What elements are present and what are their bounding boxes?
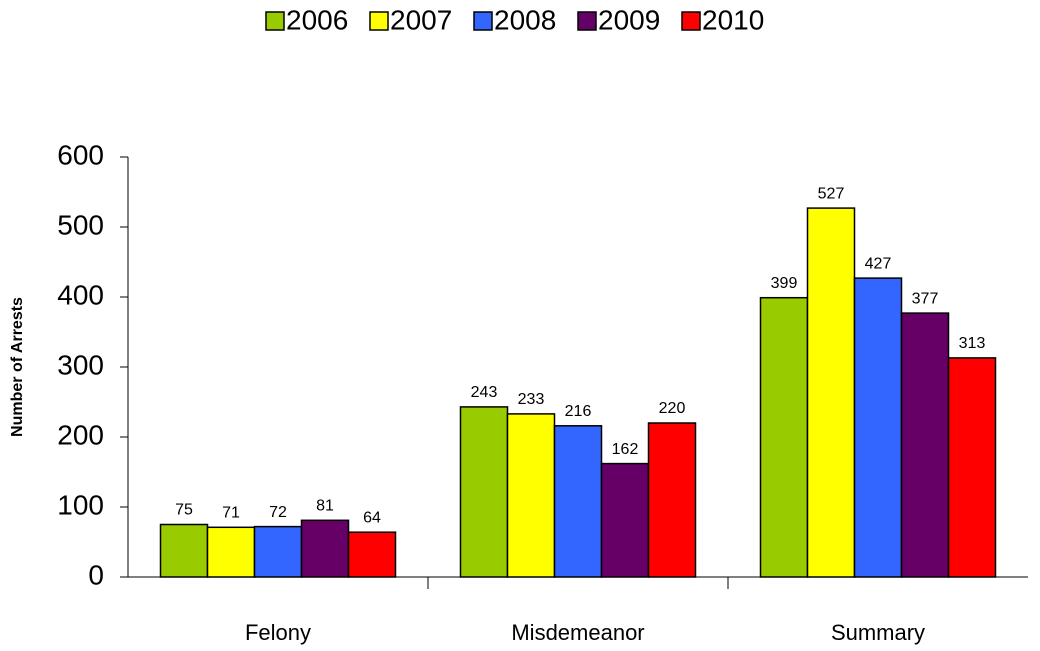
legend-swatch	[265, 11, 285, 31]
x-tick-label: Misdemeanor	[511, 620, 644, 645]
value-label: 377	[912, 290, 939, 307]
legend-swatch	[369, 11, 389, 31]
value-label: 162	[612, 441, 639, 458]
value-label: 72	[269, 504, 287, 521]
bar	[947, 357, 997, 578]
x-tick-label: Felony	[245, 620, 311, 645]
bar	[459, 406, 509, 578]
bar	[806, 207, 856, 578]
value-label: 233	[518, 391, 545, 408]
bar	[553, 425, 603, 578]
y-tick-label: 600	[57, 139, 104, 170]
value-label: 399	[771, 275, 798, 292]
bar	[159, 523, 209, 578]
y-tick-label: 500	[57, 209, 104, 240]
y-tick-label: 0	[88, 559, 104, 590]
legend: 2006 2007 2008 2009 2010	[265, 4, 764, 35]
legend-label: 2009	[598, 4, 660, 35]
value-label: 216	[565, 403, 592, 420]
legend-swatch	[473, 11, 493, 31]
y-tick-label: 300	[57, 349, 104, 380]
bar	[853, 277, 903, 578]
value-label: 75	[175, 502, 193, 519]
bar	[347, 531, 397, 578]
value-label: 71	[222, 505, 240, 522]
y-tick-label: 400	[57, 279, 104, 310]
y-tick-label: 200	[57, 419, 104, 450]
bar	[900, 312, 950, 578]
value-label: 64	[363, 509, 381, 526]
legend-swatch	[577, 11, 597, 31]
bar	[647, 422, 697, 578]
legend-swatch	[681, 11, 701, 31]
y-tick-label: 100	[57, 489, 104, 520]
bar	[759, 296, 809, 578]
y-axis-label: Number of Arrests	[9, 297, 26, 437]
value-label: 527	[818, 185, 845, 202]
value-label: 427	[865, 255, 892, 272]
legend-label: 2006	[286, 4, 348, 35]
legend-label: 2010	[702, 4, 764, 35]
bar	[300, 519, 350, 578]
bar	[253, 525, 303, 578]
value-label: 81	[316, 498, 334, 515]
value-label: 220	[659, 400, 686, 417]
value-label: 313	[959, 335, 986, 352]
bar	[506, 413, 556, 578]
x-tick-label: Summary	[831, 620, 925, 645]
legend-label: 2007	[390, 4, 452, 35]
bar	[206, 526, 256, 578]
value-label: 243	[471, 384, 498, 401]
bar	[600, 462, 650, 578]
legend-label: 2008	[494, 4, 556, 35]
